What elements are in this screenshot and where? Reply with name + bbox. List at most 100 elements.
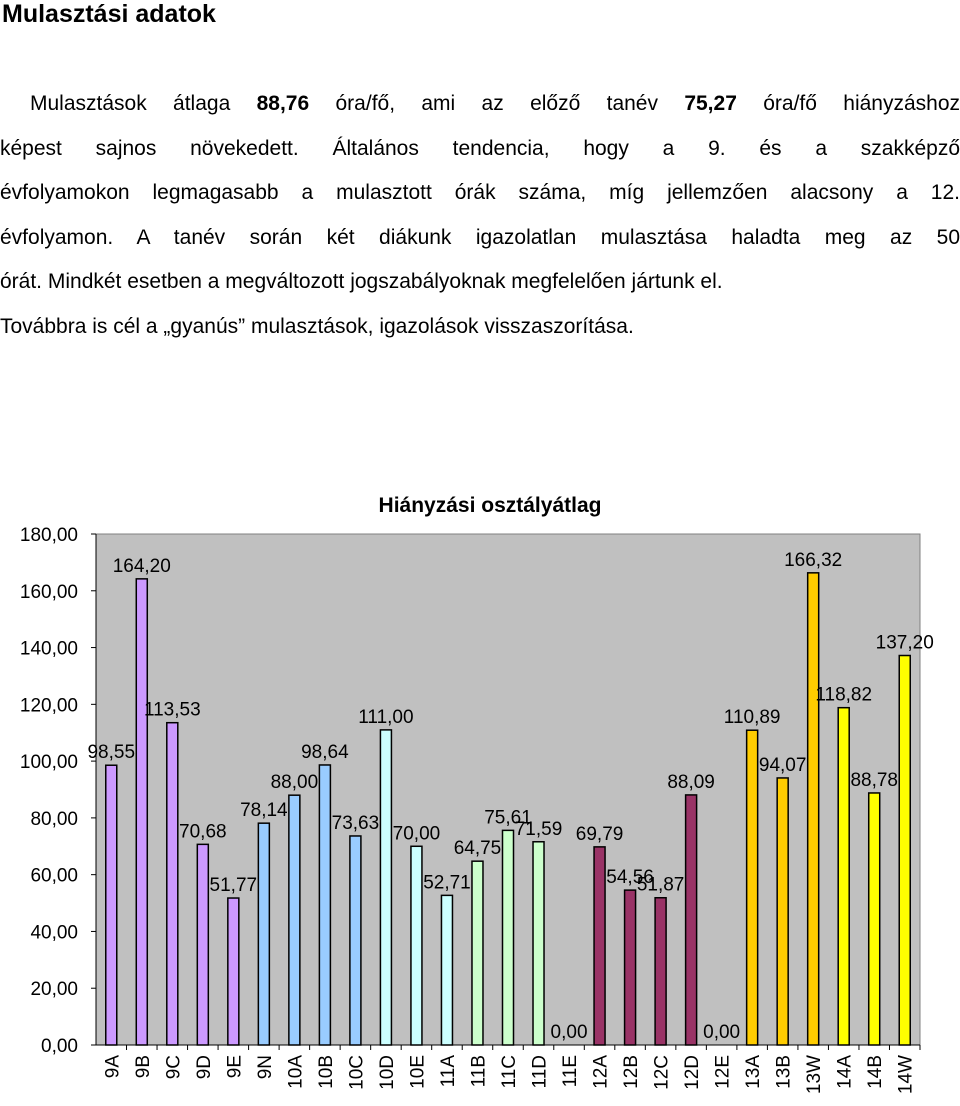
chart-svg: Hiányzási osztályátlag 0,00 20,00 40,00 60,… xyxy=(20,494,934,1094)
x-tick-label-10C: 10C xyxy=(346,1055,367,1090)
bar-10C xyxy=(349,835,362,1046)
data-label-11D: 71,59 xyxy=(515,819,563,840)
data-label-10D: 111,00 xyxy=(358,707,413,728)
data-label-11C: 75,61 xyxy=(484,807,532,828)
x-tick-label-14B: 14B xyxy=(865,1055,886,1089)
data-label-9A: 98,55 xyxy=(87,742,135,763)
data-label-9D: 70,68 xyxy=(179,821,227,842)
previous-average-value: 75,27 xyxy=(684,92,737,115)
bar-14B xyxy=(867,792,881,1046)
data-label-12A: 69,79 xyxy=(576,824,624,845)
data-label-14A: 118,82 xyxy=(815,685,872,706)
text-run: Mulasztások átlaga xyxy=(30,92,257,115)
y-tick-label: 0,00 xyxy=(41,1036,78,1057)
x-tick-label-13A: 13A xyxy=(743,1055,764,1089)
text-run: óra/fő, ami az előző tanév xyxy=(309,92,685,115)
bar-11D xyxy=(532,841,545,1046)
bar-9D xyxy=(196,843,210,1046)
bar-13B xyxy=(776,777,789,1046)
data-label-9E: 51,77 xyxy=(210,875,258,896)
data-label-13W: 166,32 xyxy=(784,550,842,571)
y-tick-label: 20,00 xyxy=(30,979,78,1000)
x-tick-label-10D: 10D xyxy=(377,1055,398,1090)
data-label-11E: 0,00 xyxy=(551,1022,588,1043)
x-tick-label-11A: 11A xyxy=(438,1055,459,1088)
current-average-value: 88,76 xyxy=(256,92,310,115)
bar-12B xyxy=(623,889,637,1046)
data-label-12B: 54,56 xyxy=(606,867,654,888)
bar-10A xyxy=(288,794,301,1046)
data-label-11B: 64,75 xyxy=(454,838,502,859)
bar-14W xyxy=(898,654,911,1046)
bar-12D xyxy=(684,794,698,1046)
data-label-9N: 78,14 xyxy=(240,800,288,821)
y-tick-label: 140,00 xyxy=(20,639,78,660)
data-label-12D: 88,09 xyxy=(667,772,715,793)
bar-11C xyxy=(501,829,515,1046)
text-run: óra/fő hiányzáshoz xyxy=(736,92,960,115)
x-tick-label-13W: 13W xyxy=(804,1055,825,1094)
y-tick-label: 180,00 xyxy=(20,525,78,546)
data-label-13A: 110,89 xyxy=(724,707,781,728)
x-tick-label-13B: 13B xyxy=(774,1055,795,1089)
x-tick-label-11C: 11C xyxy=(499,1055,520,1088)
x-tick-label-9D: 9D xyxy=(194,1055,215,1079)
data-label-14W: 137,20 xyxy=(876,633,934,654)
paragraph-line-5: órát. Mindkét esetben a megváltozott jog… xyxy=(0,270,723,293)
bar-13W xyxy=(806,572,820,1046)
x-tick-label-12B: 12B xyxy=(621,1055,642,1089)
paragraph-line-2: képest sajnos növekedett. Általános tend… xyxy=(0,136,960,160)
x-tick-label-10E: 10E xyxy=(407,1055,428,1089)
x-tick-label-12C: 12C xyxy=(652,1055,673,1090)
bar-10B xyxy=(318,764,332,1046)
x-tick-label-14A: 14A xyxy=(835,1055,856,1089)
bar-9B xyxy=(135,578,149,1046)
x-tick-label-10B: 10B xyxy=(316,1055,337,1089)
bar-10D xyxy=(379,729,393,1046)
y-tick-label: 160,00 xyxy=(20,582,78,603)
x-tick-label-9E: 9E xyxy=(224,1055,245,1078)
x-tick-label-11E: 11E xyxy=(560,1055,581,1087)
bar-14A xyxy=(837,706,850,1046)
x-tick-label-9N: 9N xyxy=(255,1055,276,1079)
data-label-14B: 88,78 xyxy=(850,770,898,791)
x-tick-label-12E: 12E xyxy=(713,1055,734,1089)
x-tick-label-9A: 9A xyxy=(102,1055,123,1079)
paragraph-line-6: Továbbra is cél a „gyanús” mulasztások, … xyxy=(0,314,634,338)
data-label-9B: 164,20 xyxy=(113,556,171,577)
data-label-11A: 52,71 xyxy=(423,872,471,893)
bar-10E xyxy=(410,845,423,1046)
page-title: Mulasztási adatok xyxy=(2,0,216,28)
data-label-10C: 73,63 xyxy=(332,813,380,834)
bar-12A xyxy=(593,846,606,1046)
chart-title: Hiányzási osztályátlag xyxy=(379,494,602,517)
summary-paragraph: Mulasztások átlaga 88,76 óra/fő, ami az … xyxy=(0,82,960,349)
y-tick-label: 60,00 xyxy=(30,866,78,887)
x-tick-label-11D: 11D xyxy=(530,1055,551,1088)
data-label-10B: 98,64 xyxy=(301,742,349,763)
bar-13A xyxy=(745,729,759,1046)
x-tick-label-9C: 9C xyxy=(163,1055,184,1079)
bar-9A xyxy=(105,764,118,1046)
x-tick-label-9B: 9B xyxy=(133,1055,154,1078)
bar-11A xyxy=(440,894,454,1046)
paragraph-line-3: évfolyamokon legmagasabb a mulasztott ór… xyxy=(0,181,960,204)
x-tick-label-12D: 12D xyxy=(682,1055,703,1090)
bar-9E xyxy=(227,897,240,1046)
y-tick-label: 80,00 xyxy=(30,809,78,830)
data-label-9C: 113,53 xyxy=(144,700,201,721)
data-label-10A: 88,00 xyxy=(271,772,319,793)
y-tick-label: 40,00 xyxy=(30,922,78,943)
y-tick-label: 120,00 xyxy=(20,695,78,716)
bar-9C xyxy=(166,721,179,1046)
paragraph-line-1: Mulasztások átlaga 88,76 óra/fő, ami az … xyxy=(0,82,960,127)
x-tick-label-10A: 10A xyxy=(285,1055,306,1089)
paragraph-line-4: évfolyamon. A tanév során két diákunk ig… xyxy=(0,225,960,249)
bar-12C xyxy=(654,896,667,1046)
bar-11B xyxy=(471,860,484,1046)
y-tick-label: 100,00 xyxy=(20,752,78,773)
data-label-13B: 94,07 xyxy=(759,755,807,776)
x-tick-label-11B: 11B xyxy=(468,1055,489,1087)
bar-9N xyxy=(257,822,271,1046)
absence-chart: Hiányzási osztályátlag 0,00 20,00 40,00 60,… xyxy=(0,480,960,1106)
